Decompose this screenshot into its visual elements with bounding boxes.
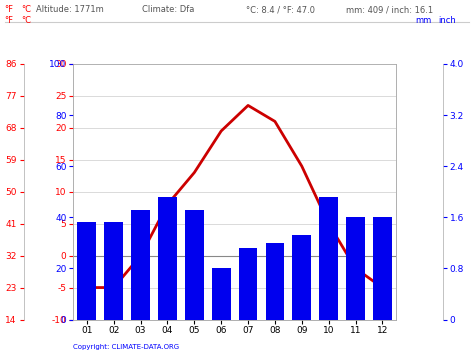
Bar (319, 197, 338, 320)
Text: mm: mm (415, 16, 431, 25)
Bar (292, 235, 311, 320)
Bar (373, 217, 392, 320)
Text: inch: inch (438, 16, 456, 25)
Bar (346, 217, 365, 320)
Text: mm: 409 / inch: 16.1: mm: 409 / inch: 16.1 (346, 5, 433, 14)
Bar (185, 209, 204, 320)
Bar (238, 248, 257, 320)
Text: °C: 8.4 / °F: 47.0: °C: 8.4 / °F: 47.0 (246, 5, 316, 14)
Text: °F: °F (5, 5, 14, 14)
Bar (131, 209, 150, 320)
Text: °C: °C (21, 5, 31, 14)
Bar (104, 222, 123, 320)
Text: Altitude: 1771m: Altitude: 1771m (36, 5, 103, 14)
Text: °C: °C (21, 16, 31, 25)
Bar (158, 197, 177, 320)
Bar (265, 243, 284, 320)
Text: Copyright: CLIMATE-DATA.ORG: Copyright: CLIMATE-DATA.ORG (73, 344, 180, 350)
Bar (77, 222, 96, 320)
Text: Climate: Dfa: Climate: Dfa (142, 5, 194, 14)
Text: °F: °F (5, 16, 14, 25)
Bar (212, 268, 230, 320)
